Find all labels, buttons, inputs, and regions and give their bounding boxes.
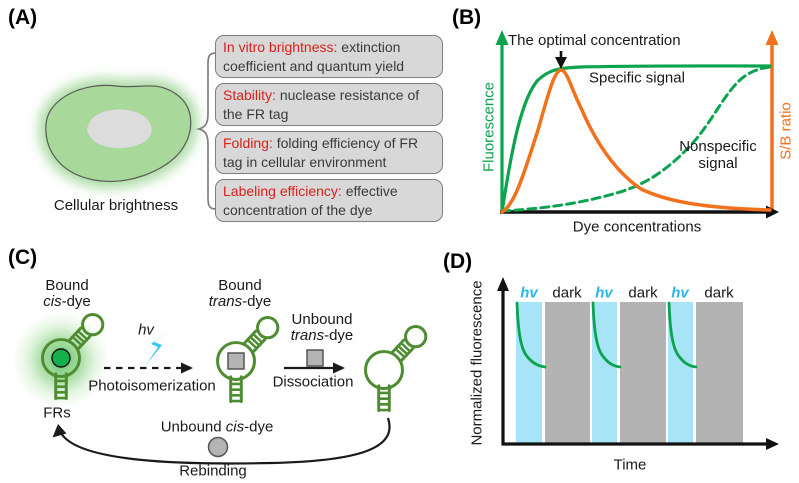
criteria-box-stability: Stability: nuclease resistance of the FR… [215, 83, 443, 126]
unbound-trans-line2: trans-dye [290, 327, 354, 344]
dark-band-label: dark [628, 284, 658, 302]
dark-band-label: dark [704, 284, 734, 302]
unbound-cis-dye-circle [207, 436, 229, 458]
specific-signal-label: Specific signal [589, 69, 685, 87]
fluorescence-axis-arrow-icon [495, 30, 509, 45]
panel-c-label: (C) [8, 246, 38, 269]
criteria-box-list: In vitro brightness: extinction coeffici… [215, 35, 443, 227]
dark-band [620, 302, 666, 443]
cell-diagram [38, 78, 198, 189]
rebinding-label: Rebinding [179, 462, 247, 480]
fluorescence-axis-label: Fluorescence [480, 81, 498, 173]
hv-band-label: hv [595, 284, 613, 302]
x-axis-arrow-icon [766, 205, 779, 219]
dark-band [545, 302, 590, 443]
nonspecific-line1: Nonspecific [679, 138, 757, 155]
dissociation-arrowhead-icon [333, 362, 345, 374]
criteria-body: nuclease resistance of the FR tag [223, 87, 420, 122]
hv-band [668, 302, 693, 443]
bound-trans-line2: trans-dye [208, 293, 272, 310]
x-axis-arrow-icon [766, 438, 779, 450]
bound-cis-line2: cis-dye [43, 293, 91, 310]
frs-label: FRs [43, 404, 71, 422]
panel-a-label: (A) [8, 6, 38, 29]
criteria-body: extinction coefficient and quantum yield [223, 39, 405, 74]
hv-band-label: hv [520, 284, 538, 302]
dark-band [696, 302, 743, 443]
dissociation-label: Dissociation [272, 373, 354, 391]
hv-label: hv [138, 321, 154, 339]
hv-band [516, 302, 542, 443]
criteria-head: Labeling efficiency: [223, 183, 342, 199]
normalized-fluorescence-axis-label: Normalized fluorescence [468, 280, 486, 446]
panel-c: (C) [0, 240, 440, 483]
cell-caption: Cellular brightness [53, 197, 179, 214]
panel-b-label: (B) [452, 6, 482, 29]
fr-structure-empty [364, 324, 428, 413]
criteria-box-labeling: Labeling efficiency: effective concentra… [215, 179, 443, 222]
bound-cis-line1: Bound [45, 277, 89, 294]
nonspecific-signal-label: Nonspecific signal [679, 138, 757, 172]
optimal-concentration-arrowhead-icon [555, 57, 567, 69]
panel-d-label: (D) [443, 250, 473, 273]
bound-cis-dye-circle [51, 348, 71, 368]
hv-band-label: hv [671, 284, 689, 302]
criteria-head: Folding: [223, 135, 273, 151]
unbound-cis-label: Unbound cis-dye [160, 418, 274, 436]
photoisomerization-label: Photoisomerization [88, 377, 216, 395]
brace [196, 52, 217, 210]
criteria-body: folding efficiency of FR tag in cellular… [223, 135, 419, 170]
dye-concentrations-axis-label: Dye concentrations [572, 218, 702, 236]
criteria-head: In vitro brightness: [223, 39, 338, 55]
time-axis-label: Time [613, 456, 647, 474]
bound-trans-label: Bound trans-dye [209, 278, 272, 310]
bound-trans-dye-square [227, 352, 245, 370]
criteria-box-brightness: In vitro brightness: extinction coeffici… [215, 35, 443, 78]
criteria-body: effective concentration of the dye [223, 183, 398, 218]
bound-trans-line1: Bound [218, 277, 262, 294]
fr-structure-bound-trans [216, 315, 280, 404]
hv-band [592, 302, 617, 443]
criteria-head: Stability: [223, 87, 276, 103]
optimal-concentration-annotation: The optimal concentration [508, 32, 681, 49]
rebinding-arrowhead-icon [52, 424, 67, 438]
photoisomerization-arrowhead-icon [181, 362, 193, 374]
dark-band-label: dark [552, 284, 582, 302]
unbound-trans-dye-square [306, 349, 324, 367]
unbound-trans-line1: Unbound [291, 311, 353, 328]
nonspecific-line2: signal [698, 155, 738, 172]
sb-ratio-axis-arrow-icon [765, 30, 779, 45]
y-axis-arrow-icon [497, 277, 509, 291]
unbound-trans-label: Unbound trans-dye [291, 312, 354, 344]
sb-ratio-axis-label: S/B ratio [777, 102, 795, 160]
bound-cis-label: Bound cis-dye [43, 278, 91, 310]
nucleus-shape [87, 109, 152, 149]
criteria-box-folding: Folding: folding efficiency of FR tag in… [215, 131, 443, 174]
panel-d: (D) hv dark hv dark hv dark Normalized f… [440, 240, 799, 483]
